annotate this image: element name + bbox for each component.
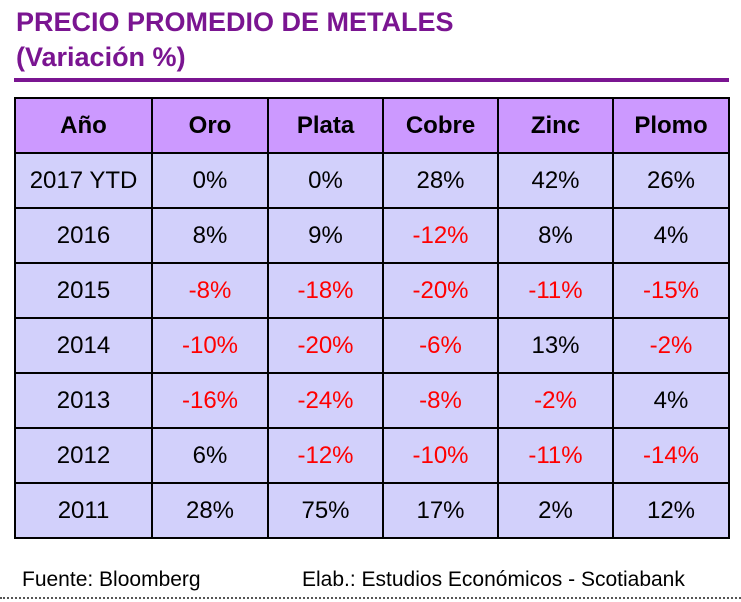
value-cell: 42% <box>497 152 614 209</box>
value-cell: -11% <box>497 262 614 319</box>
value-cell: -24% <box>267 372 384 429</box>
value-cell: -8% <box>382 372 499 429</box>
value-cell: 75% <box>267 482 384 539</box>
table-body: 2017 YTD 0% 0% 28% 42% 26% 2016 8% 9% -12% 8% 4% 201… <box>14 152 730 539</box>
value-cell: -18% <box>267 262 384 319</box>
year-cell: 2017 YTD <box>14 152 153 209</box>
table-row: 2016 8% 9% -12% 8% 4% <box>14 207 730 264</box>
table-row: 2011 28% 75% 17% 2% 12% <box>14 482 730 539</box>
value-cell: 4% <box>612 372 730 429</box>
table-row: 2014 -10% -20% -6% 13% -2% <box>14 317 730 374</box>
bottom-dotted-line <box>0 597 741 599</box>
value-cell: -12% <box>267 427 384 484</box>
header-row: Año Oro Plata Cobre Zinc Plomo <box>14 97 730 154</box>
year-cell: 2012 <box>14 427 153 484</box>
value-cell: -2% <box>497 372 614 429</box>
year-cell: 2016 <box>14 207 153 264</box>
table-row: 2015 -8% -18% -20% -11% -15% <box>14 262 730 319</box>
column-header: Oro <box>151 97 269 154</box>
column-header: Año <box>14 97 153 154</box>
value-cell: -12% <box>382 207 499 264</box>
value-cell: 9% <box>267 207 384 264</box>
value-cell: 13% <box>497 317 614 374</box>
value-cell: -8% <box>151 262 269 319</box>
metals-table: Año Oro Plata Cobre Zinc Plomo 2017 YTD 0% 0% 28… <box>14 97 730 539</box>
value-cell: -20% <box>267 317 384 374</box>
value-cell: -14% <box>612 427 730 484</box>
value-cell: -10% <box>382 427 499 484</box>
year-cell: 2011 <box>14 482 153 539</box>
column-header: Zinc <box>497 97 614 154</box>
year-cell: 2014 <box>14 317 153 374</box>
value-cell: -16% <box>151 372 269 429</box>
value-cell: 26% <box>612 152 730 209</box>
value-cell: 28% <box>151 482 269 539</box>
value-cell: 0% <box>151 152 269 209</box>
title-rule <box>14 78 729 82</box>
value-cell: 8% <box>151 207 269 264</box>
table-row: 2012 6% -12% -10% -11% -14% <box>14 427 730 484</box>
value-cell: -6% <box>382 317 499 374</box>
title: PRECIO PROMEDIO DE METALES <box>16 7 454 37</box>
value-cell: 28% <box>382 152 499 209</box>
value-cell: -11% <box>497 427 614 484</box>
value-cell: -10% <box>151 317 269 374</box>
value-cell: 12% <box>612 482 730 539</box>
source: Fuente: Bloomberg <box>22 568 201 591</box>
table-row: 2017 YTD 0% 0% 28% 42% 26% <box>14 152 730 209</box>
column-header: Cobre <box>382 97 499 154</box>
value-cell: 2% <box>497 482 614 539</box>
year-cell: 2013 <box>14 372 153 429</box>
value-cell: -15% <box>612 262 730 319</box>
value-cell: 0% <box>267 152 384 209</box>
value-cell: 17% <box>382 482 499 539</box>
value-cell: -2% <box>612 317 730 374</box>
credit: Elab.: Estudios Económicos - Scotiabank <box>302 568 685 591</box>
value-cell: 8% <box>497 207 614 264</box>
subtitle: (Variación %) <box>16 42 186 72</box>
column-header: Plata <box>267 97 384 154</box>
value-cell: 4% <box>612 207 730 264</box>
table-row: 2013 -16% -24% -8% -2% 4% <box>14 372 730 429</box>
value-cell: 6% <box>151 427 269 484</box>
value-cell: -20% <box>382 262 499 319</box>
year-cell: 2015 <box>14 262 153 319</box>
column-header: Plomo <box>612 97 730 154</box>
